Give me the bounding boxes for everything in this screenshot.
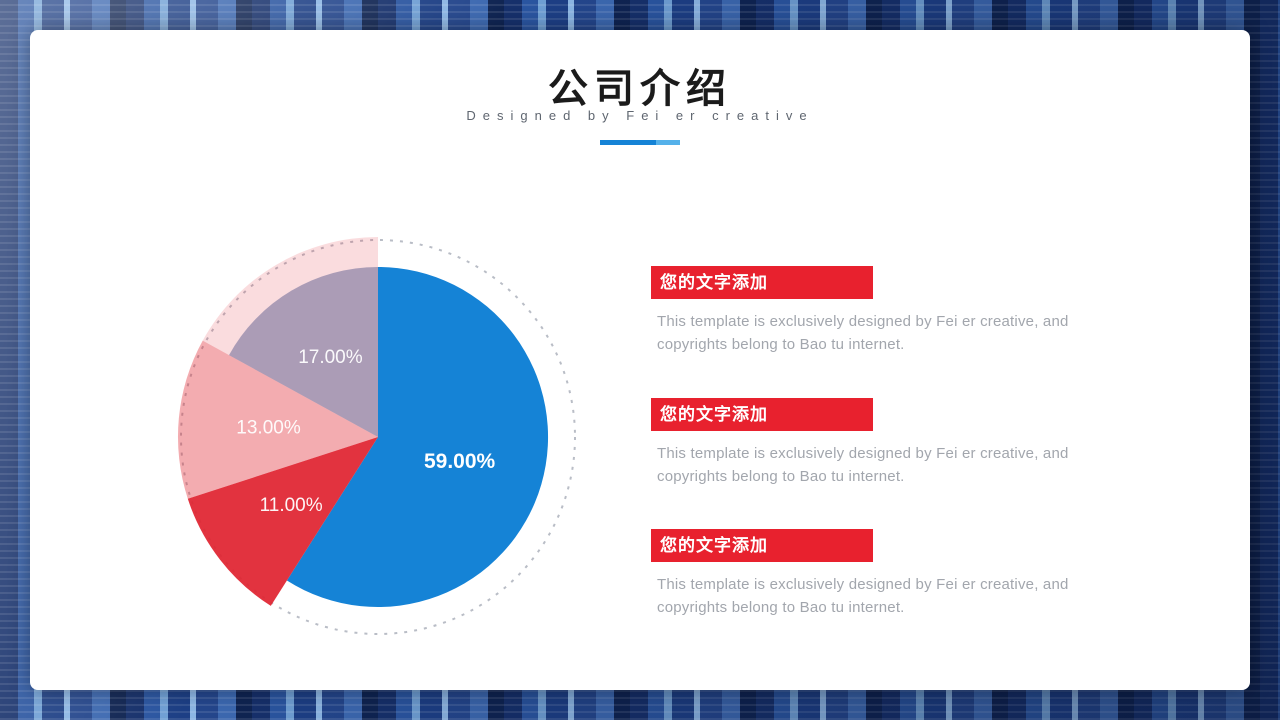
pie-slice-11.00% [187,437,378,606]
pie-slice-label: 17.00% [298,347,363,368]
text-block-heading: 您的文字添加 [651,266,873,299]
slide-card: 公司介绍 Designed by Fei er creative 59.00% 1… [30,30,1250,690]
pie-slice-label: 11.00% [260,495,323,516]
pie-slice-label: 13.00% [236,417,301,438]
title-underline-bar [600,140,680,145]
pie-chart: 59.00% 11.00% 13.00% 17.00% [158,217,598,657]
text-block-heading: 您的文字添加 [651,529,873,562]
slide-title: 公司介绍 [548,67,732,111]
pie-slice-13.00% [177,340,378,499]
text-block-body: This template is exclusively designed by… [657,313,1069,354]
text-block: 您的文字添加 This template is exclusively desi… [651,266,1089,357]
slide-subtitle: Designed by Fei er creative [466,108,814,123]
text-block-body: This template is exclusively designed by… [657,444,1069,485]
pie-guide-circle [180,239,576,635]
pie-chart-svg: 59.00% 11.00% 13.00% 17.00% [177,237,576,635]
text-block: 您的文字添加 This template is exclusively desi… [651,397,1089,489]
text-block-heading: 您的文字添加 [651,397,873,431]
text-block: 您的文字添加 This template is exclusively desi… [651,529,1089,620]
pie-slice-label: 59.00% [424,450,496,473]
pie-slice-17.00% [229,267,378,437]
text-block-body: This template is exclusively designed by… [657,576,1069,617]
content-blocks: 您的文字添加 This template is exclusively desi… [651,266,1089,620]
pie-slice-59.00% [286,267,549,607]
